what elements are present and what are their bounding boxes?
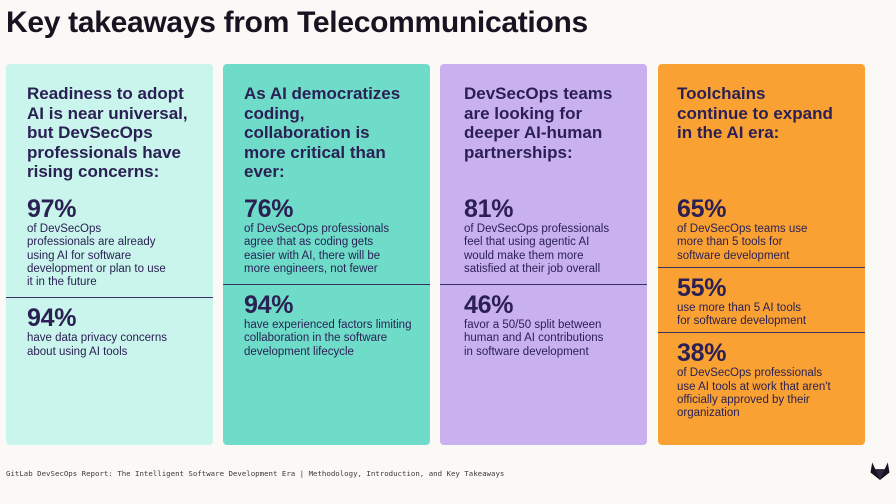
stat-block: 94% have experienced factors limiting co… — [223, 292, 430, 359]
stat-divider — [223, 284, 430, 286]
stat-value: 55% — [677, 273, 727, 302]
stat-value: 46% — [464, 291, 514, 320]
takeaway-card-adoption: Readiness to adopt AI is near universal,… — [6, 64, 213, 445]
stat-block: 81% of DevSecOps professionals feel that… — [440, 196, 647, 276]
stat-block: 65% of DevSecOps teams use more than 5 t… — [658, 196, 865, 263]
stat-value: 76% — [244, 195, 294, 223]
stat-description: use more than 5 AI tools for software de… — [677, 301, 807, 328]
stat-block: 94% have data privacy concerns about usi… — [6, 305, 213, 359]
card-heading: Readiness to adopt AI is near universal,… — [27, 84, 188, 181]
stat-description: of DevSecOps professionals agree that as… — [244, 223, 390, 275]
takeaway-card-partnerships: DevSecOps teams are looking for deeper A… — [440, 64, 647, 445]
stat-divider — [6, 297, 213, 299]
gitlab-tanuki-icon — [869, 460, 891, 482]
card-heading: DevSecOps teams are looking for deeper A… — [464, 84, 613, 162]
stat-block: 38% of DevSecOps professionals use AI to… — [658, 340, 865, 420]
stat-description: of DevSecOps professionals feel that usi… — [464, 223, 610, 275]
takeaway-card-toolchains: Toolchains continue to expand in the AI … — [658, 64, 865, 445]
stat-description: of DevSecOps professionals use AI tools … — [677, 367, 831, 420]
stat-block: 46% favor a 50/50 split between human an… — [440, 292, 647, 359]
stat-divider — [440, 284, 647, 286]
card-heading: Toolchains continue to expand in the AI … — [677, 84, 833, 142]
page-title: Key takeaways from Telecommunications — [6, 6, 588, 39]
stat-description: of DevSecOps teams use more than 5 tools… — [677, 223, 808, 262]
stat-value: 97% — [27, 195, 77, 223]
takeaway-card-collaboration: As AI democratizes coding, collaboration… — [223, 64, 430, 445]
stat-value: 94% — [27, 304, 77, 333]
stat-block: 76% of DevSecOps professionals agree tha… — [223, 196, 430, 276]
stat-divider — [658, 332, 865, 334]
stat-description: have data privacy concerns about using A… — [27, 332, 167, 358]
card-heading: As AI democratizes coding, collaboration… — [244, 84, 401, 181]
stat-value: 38% — [677, 339, 727, 368]
stat-value: 81% — [464, 195, 514, 223]
stat-block: 97% of DevSecOps professionals are alrea… — [6, 196, 213, 289]
stat-description: of DevSecOps professionals are already u… — [27, 223, 166, 289]
stat-block: 55% use more than 5 AI tools for softwar… — [658, 275, 865, 329]
footer-caption: GitLab DevSecOps Report: The Intelligent… — [6, 469, 505, 478]
stat-description: have experienced factors limiting collab… — [244, 319, 412, 358]
stat-divider — [658, 266, 865, 268]
stat-value: 94% — [244, 291, 294, 320]
stat-value: 65% — [677, 195, 727, 223]
stat-description: favor a 50/50 split between human and AI… — [464, 319, 604, 358]
